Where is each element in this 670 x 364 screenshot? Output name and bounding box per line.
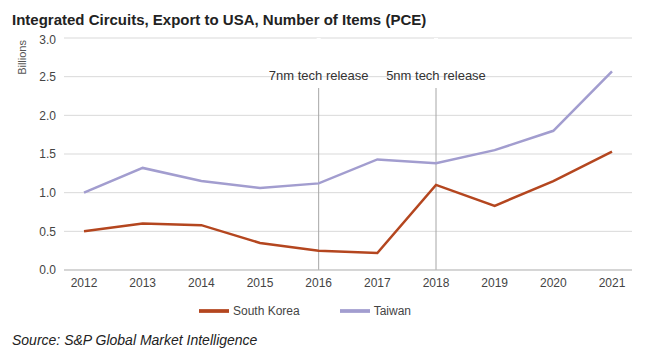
svg-text:Billions: Billions [16, 40, 28, 75]
svg-text:1.0: 1.0 [39, 186, 56, 200]
svg-text:2016: 2016 [305, 276, 332, 290]
svg-text:2018: 2018 [423, 276, 450, 290]
svg-text:1.5: 1.5 [39, 147, 56, 161]
svg-text:2015: 2015 [247, 276, 274, 290]
html-text:Integrated Circuits, Export to: Integrated Circuits, Export to USA, Numb… [12, 11, 427, 28]
svg-text:2.5: 2.5 [39, 70, 56, 84]
svg-text:2013: 2013 [129, 276, 156, 290]
svg-text:0.0: 0.0 [39, 263, 56, 277]
svg-text:2020: 2020 [540, 276, 567, 290]
svg-text:0.5: 0.5 [39, 225, 56, 239]
svg-text:2.0: 2.0 [39, 109, 56, 123]
svg-text:2014: 2014 [188, 276, 215, 290]
html-text:Source: S&P Global Market Inte: Source: S&P Global Market Intelligence [12, 332, 258, 348]
svg-text:5nm tech release: 5nm tech release [386, 68, 486, 83]
svg-text:2019: 2019 [481, 276, 508, 290]
svg-text:2017: 2017 [364, 276, 391, 290]
html-text:Taiwan: Taiwan [373, 304, 411, 319]
html-text:South Korea: South Korea [233, 304, 300, 319]
svg-text:2012: 2012 [71, 276, 98, 290]
svg-text:2021: 2021 [599, 276, 626, 290]
svg-text:7nm tech release: 7nm tech release [269, 68, 369, 83]
svg-text:3.0: 3.0 [39, 33, 56, 47]
